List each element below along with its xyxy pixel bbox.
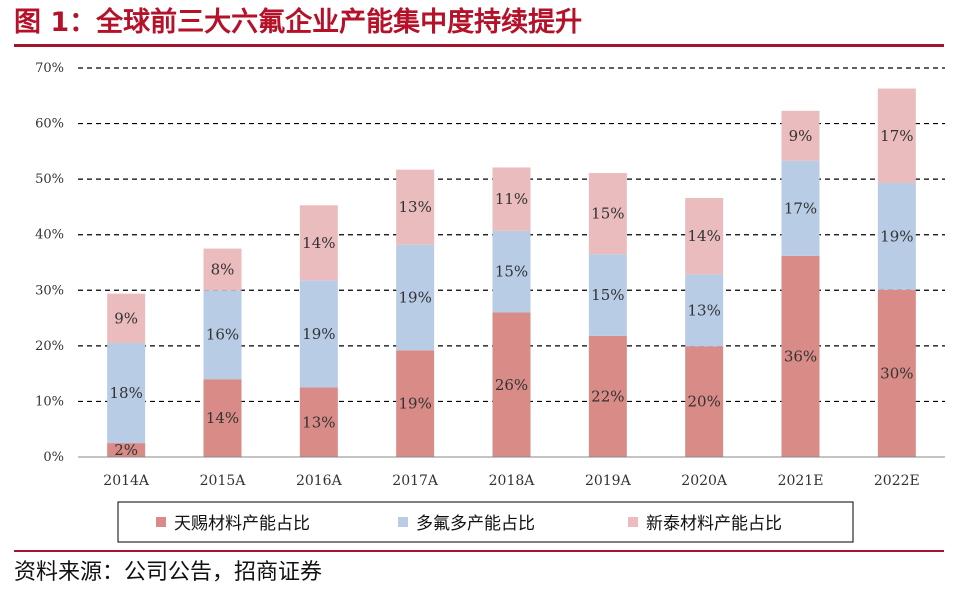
x-tick-label: 2020A [681,473,728,489]
figure-title: 图 1：全球前三大六氟企业产能集中度持续提升 [14,7,583,38]
data-label: 15% [591,205,624,223]
bar-segment [203,290,242,380]
bar-segment [588,335,627,457]
y-tick-label: 10% [35,394,64,409]
y-axis: 0% 10% 20% 30% 40% 50% 60% 70% [35,61,64,465]
legend-box [117,501,854,543]
title-rule [14,44,944,47]
data-label: 18% [109,384,142,402]
data-label: 14% [302,234,335,252]
data-label: 20% [687,393,720,411]
y-tick-label: 50% [35,172,64,187]
y-tick-label: 20% [35,339,64,354]
bar-segment [781,160,820,256]
data-label: 9% [114,309,138,327]
legend-swatch [156,517,166,527]
x-tick-label: 2016A [296,473,343,489]
legend-label: 多氟多产能占比 [416,514,535,534]
bar-segment [396,244,435,351]
bar-segment [781,255,820,457]
data-label: 14% [206,409,239,427]
data-label: 15% [495,263,528,281]
bar-segment [107,293,146,344]
bar-segment [299,205,338,281]
y-tick-label: 40% [35,228,64,243]
x-tick-label: 2022E [874,473,920,489]
bar-segment [299,387,338,457]
bar-segment [781,110,820,161]
x-tick-label: 2018A [489,473,536,489]
x-tick-label: 2014A [103,473,150,489]
bar-segment [299,280,338,388]
bar-segment [685,198,724,275]
data-label: 30% [880,364,913,382]
bars: 2% 18% 9% 14% 16% 8% 13% 19% 14% 19% 19% 13% 26% 15% 1… [107,88,916,459]
data-label: 26% [495,376,528,394]
y-tick-label: 30% [35,283,64,298]
bar-segment [588,173,627,255]
x-tick-label: 2017A [392,473,439,489]
y-tick-label: 70% [35,61,64,76]
bar-segment [203,248,242,291]
bar-segment [588,254,627,336]
legend-label: 天赐材料产能占比 [174,514,310,534]
data-label: 17% [880,127,913,145]
legend-label: 新泰材料产能占比 [646,514,782,534]
data-label: 19% [880,227,913,245]
data-label: 19% [398,395,431,413]
x-tick-label: 2015A [200,473,247,489]
data-label: 13% [398,198,431,216]
data-label: 11% [495,190,528,208]
x-tick-label: 2021E [778,473,824,489]
data-label: 36% [784,347,817,365]
bar-segment [685,346,724,457]
data-label: 22% [591,387,624,405]
bar-segment [396,169,435,245]
y-tick-label: 0% [43,450,64,465]
data-label: 15% [591,286,624,304]
source-note: 资料来源：公司公告，招商证券 [14,560,323,585]
bar-segment [685,274,724,347]
data-label: 13% [687,301,720,319]
y-tick-label: 60% [35,117,64,132]
x-tick-label: 2019A [585,473,632,489]
data-label: 2% [114,441,138,459]
bar-segment [877,88,916,184]
data-label: 19% [398,289,431,307]
data-label: 17% [784,199,817,217]
bar-segment [492,167,531,231]
bar-segment [107,343,146,444]
data-label: 9% [789,127,813,145]
legend: 天赐材料产能占比 多氟多产能占比 新泰材料产能占比 [117,501,854,543]
bar-segment [492,230,531,313]
bar-segment [877,183,916,290]
data-label: 14% [687,227,720,245]
bar-segment [396,350,435,457]
x-axis: 2014A 2015A 2016A 2017A 2018A 2019A 2020A 2021E… [78,456,945,489]
data-label: 13% [302,413,335,431]
bar-segment [203,379,242,457]
bar-segment [492,312,531,457]
legend-swatch [398,517,408,527]
data-label: 19% [302,325,335,343]
data-label: 8% [211,260,235,278]
legend-swatch [628,517,638,527]
bar-segment [107,443,146,457]
data-label: 16% [206,326,239,344]
bar-segment [877,289,916,457]
source-rule [14,550,944,552]
